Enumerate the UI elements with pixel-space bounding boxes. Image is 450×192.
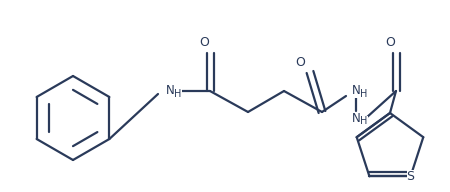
Text: N: N [166,84,175,98]
Text: H: H [360,116,368,126]
Text: S: S [406,170,414,183]
Text: O: O [199,36,209,50]
Text: H: H [174,89,182,99]
Text: N: N [351,112,360,124]
Text: O: O [295,56,305,70]
Text: N: N [351,84,360,98]
Text: O: O [385,36,395,50]
Text: H: H [360,89,368,99]
